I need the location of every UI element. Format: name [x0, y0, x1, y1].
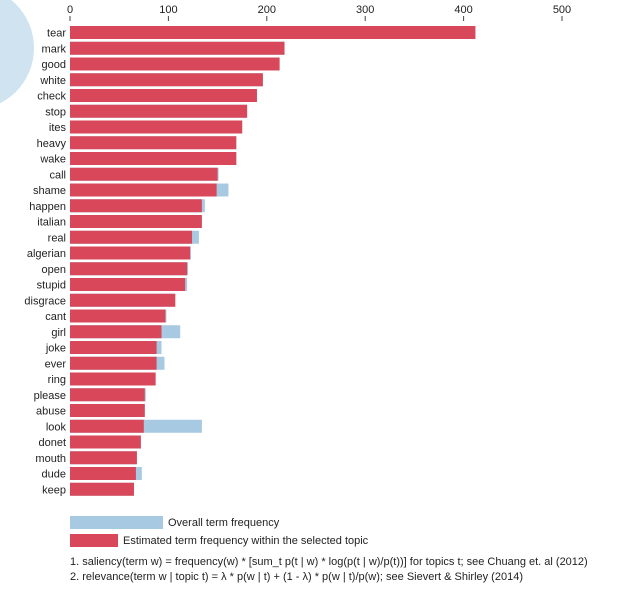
term-label-check[interactable]: check	[37, 91, 66, 103]
term-label-algerian[interactable]: algerian	[27, 248, 66, 260]
bar-series	[70, 26, 476, 496]
term-label-open[interactable]: open	[42, 264, 66, 276]
footnote-relevance: 2. relevance(term w | topic t) = λ * p(w…	[70, 571, 523, 583]
x-tick-label: 400	[454, 4, 472, 16]
legend-overall-label: Overall term frequency	[168, 517, 280, 529]
topic-bar-abuse[interactable]	[70, 404, 145, 417]
legend: Overall term frequency Estimated term fr…	[70, 516, 369, 547]
term-label-girl[interactable]: girl	[51, 327, 66, 339]
term-label-mark[interactable]: mark	[42, 43, 67, 55]
topic-bar-shame[interactable]	[70, 183, 217, 197]
legend-overall-swatch	[70, 516, 163, 529]
topic-bar-italian[interactable]	[70, 215, 202, 228]
term-label-call[interactable]: call	[49, 169, 66, 181]
topic-bar-good[interactable]	[70, 57, 280, 71]
term-label-real[interactable]: real	[48, 232, 66, 244]
topic-bar-disgrace[interactable]	[70, 293, 176, 307]
x-tick-label: 300	[356, 4, 374, 16]
topic-bar-girl[interactable]	[70, 325, 162, 339]
x-tick-label: 200	[258, 4, 276, 16]
topic-bar-ring[interactable]	[70, 372, 156, 386]
topic-bar-happen[interactable]	[70, 199, 202, 213]
term-label-abuse[interactable]: abuse	[36, 406, 66, 418]
topic-bar-algerian[interactable]	[70, 246, 191, 260]
term-label-mouth[interactable]: mouth	[35, 453, 66, 465]
topic-bar-open[interactable]	[70, 262, 188, 276]
topic-bar-ever[interactable]	[70, 356, 157, 370]
topic-bar-stop[interactable]	[70, 104, 248, 118]
x-tick-label: 0	[67, 4, 73, 16]
term-label-happen[interactable]: happen	[29, 201, 66, 213]
legend-topic-swatch	[70, 534, 118, 547]
term-label-please[interactable]: please	[34, 390, 66, 402]
x-tick-label: 100	[159, 4, 177, 16]
term-label-disgrace[interactable]: disgrace	[24, 295, 66, 307]
topic-bar-donet[interactable]	[70, 435, 141, 449]
x-tick-label: 500	[553, 4, 571, 16]
topic-bar-ites[interactable]	[70, 120, 243, 134]
term-label-italian[interactable]: italian	[37, 217, 66, 229]
term-label-good[interactable]: good	[42, 59, 66, 71]
footnote-saliency: 1. saliency(term w) = frequency(w) * [su…	[70, 556, 588, 568]
term-label-white[interactable]: white	[39, 75, 66, 87]
term-label-stupid[interactable]: stupid	[37, 280, 66, 292]
term-label-cant[interactable]: cant	[45, 311, 66, 323]
topic-bar-heavy[interactable]	[70, 136, 237, 150]
legend-topic-label: Estimated term frequency within the sele…	[123, 535, 369, 547]
term-label-ring[interactable]: ring	[48, 374, 66, 386]
topic-bar-stupid[interactable]	[70, 278, 186, 291]
topic-bar-please[interactable]	[70, 388, 145, 402]
term-label-wake[interactable]: wake	[39, 154, 66, 166]
topic-bar-look[interactable]	[70, 419, 144, 433]
term-label-tear[interactable]: tear	[47, 28, 66, 40]
topic-bar-mark[interactable]	[70, 41, 285, 55]
topic-bar-white[interactable]	[70, 73, 263, 87]
term-label-heavy[interactable]: heavy	[37, 138, 67, 150]
x-axis-ticks: 0 100 200 300 400 500	[67, 4, 571, 21]
decorative-circle	[0, 0, 34, 104]
term-label-keep[interactable]: keep	[42, 484, 66, 496]
topic-bar-keep[interactable]	[70, 482, 134, 496]
topic-bar-tear[interactable]	[70, 26, 476, 39]
topic-bar-joke[interactable]	[70, 341, 157, 354]
topic-bar-check[interactable]	[70, 89, 257, 102]
topic-bar-cant[interactable]	[70, 309, 166, 323]
topic-bar-wake[interactable]	[70, 152, 237, 165]
topic-bar-call[interactable]	[70, 167, 218, 181]
term-label-dude[interactable]: dude	[42, 469, 66, 481]
term-label-joke[interactable]: joke	[45, 343, 66, 355]
term-label-stop[interactable]: stop	[45, 106, 66, 118]
term-label-ever[interactable]: ever	[45, 358, 67, 370]
topic-bar-dude[interactable]	[70, 467, 136, 480]
topic-bar-mouth[interactable]	[70, 451, 137, 465]
term-label-ites[interactable]: ites	[49, 122, 67, 134]
term-label-shame[interactable]: shame	[33, 185, 66, 197]
term-label-donet[interactable]: donet	[38, 437, 66, 449]
term-labels: tear mark good white check stop ites heavy wake c…	[24, 28, 66, 497]
topic-bar-real[interactable]	[70, 230, 193, 244]
term-label-look[interactable]: look	[46, 421, 67, 433]
